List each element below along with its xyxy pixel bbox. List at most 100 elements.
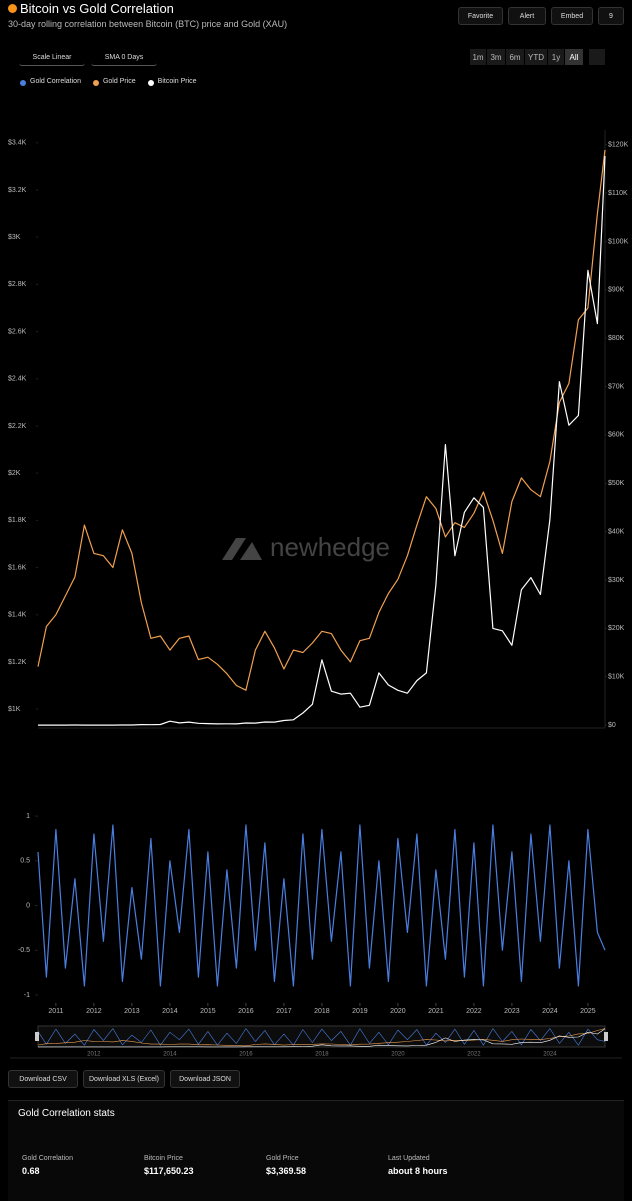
navigator-tick-label: 2018 — [315, 1052, 329, 1058]
y2-tick-label: $0 — [608, 722, 616, 729]
page-title: Bitcoin vs Gold Correlation — [20, 1, 174, 16]
stat-value: $3,369.58 — [266, 1166, 307, 1176]
navigator-handle — [35, 1032, 39, 1041]
legend-swatch — [147, 80, 154, 86]
y-tick-label: $2.4K — [8, 376, 27, 383]
x-tick-label: 2024 — [542, 1008, 558, 1015]
y3-tick-label: -0.5 — [18, 947, 30, 954]
page-subtitle: 30-day rolling correlation between Bitco… — [8, 19, 288, 29]
stat-label: Gold Price — [266, 1155, 299, 1162]
y2-tick-label: $110K — [608, 190, 628, 197]
stat-value: $117,650.23 — [144, 1166, 194, 1176]
stats-card — [8, 1100, 624, 1201]
navigator-handle — [604, 1032, 608, 1041]
y2-tick-label: $50K — [608, 480, 625, 487]
y2-tick-label: $20K — [608, 625, 625, 632]
legend-label: Gold Price — [102, 78, 136, 85]
bitcoin-icon — [8, 4, 17, 13]
x-tick-label: 2015 — [200, 1008, 216, 1015]
navigator-tick-label: 2016 — [239, 1052, 253, 1058]
x-tick-label: 2016 — [238, 1008, 254, 1015]
x-tick-label: 2020 — [390, 1008, 406, 1015]
y-tick-label: $3.2K — [8, 187, 27, 194]
range-button[interactable]: 6m — [506, 49, 524, 65]
y-tick-label: $1K — [8, 706, 21, 713]
y2-tick-label: $120K — [608, 142, 629, 149]
navigator-tick-label: 2014 — [163, 1052, 177, 1058]
range-button[interactable]: YTD — [525, 49, 547, 65]
navigator-tick-label: 2020 — [391, 1052, 405, 1058]
stat-value: about 8 hours — [388, 1166, 448, 1176]
x-tick-label: 2011 — [48, 1008, 63, 1015]
range-button[interactable]: 1y — [548, 49, 564, 65]
y-tick-label: $1.2K — [8, 659, 27, 666]
scale-select[interactable]: Scale Linear — [19, 50, 85, 66]
x-tick-label: 2014 — [162, 1008, 178, 1015]
y-tick-label: $3K — [8, 234, 21, 241]
y-tick-label: $2.8K — [8, 281, 27, 288]
stat-label: Last Updated — [388, 1155, 430, 1162]
x-tick-label: 2018 — [314, 1008, 330, 1015]
y3-tick-label: 1 — [26, 813, 30, 820]
navigator-line — [37, 1028, 606, 1046]
download-csv[interactable]: Download CSV — [8, 1070, 78, 1088]
y2-tick-label: $60K — [608, 432, 625, 439]
embed-button[interactable]: Embed — [551, 7, 593, 25]
y2-tick-label: $80K — [608, 335, 625, 342]
y3-tick-label: -1 — [24, 992, 30, 999]
navigator-line — [38, 1028, 606, 1048]
y2-tick-label: $70K — [608, 383, 625, 390]
x-tick-label: 2013 — [124, 1008, 140, 1015]
y2-tick-label: $10K — [608, 674, 625, 681]
x-tick-label: 2021 — [428, 1008, 444, 1015]
range-button[interactable]: 1m — [470, 49, 486, 65]
y2-tick-label: $30K — [608, 577, 625, 584]
navigator-tick-label: 2024 — [543, 1052, 557, 1058]
y2-tick-label: $100K — [608, 238, 629, 245]
x-tick-label: 2017 — [276, 1008, 292, 1015]
chart: newhedge $1K $1.2K $1.4K $1.6K $1.8K $2K $2.2K… — [8, 130, 629, 1059]
favorite-button[interactable]: Favorite — [458, 7, 503, 25]
x-tick-label: 2025 — [580, 1008, 596, 1015]
download-xls[interactable]: Download XLS (Excel) — [83, 1070, 165, 1088]
legend-swatch — [92, 80, 99, 86]
views-count: 9 — [598, 7, 624, 25]
y2-tick-label: $90K — [608, 287, 625, 294]
y2-tick-label: $40K — [608, 528, 625, 535]
y3-tick-label: 0 — [26, 902, 30, 909]
x-tick-label: 2012 — [86, 1008, 102, 1015]
y-tick-label: $2K — [8, 470, 21, 477]
sma-select[interactable]: SMA 0 Days — [91, 50, 157, 66]
navigator-tick-label: 2012 — [87, 1052, 101, 1058]
alert-button[interactable]: Alert — [508, 7, 546, 25]
x-tick-label: 2023 — [504, 1008, 520, 1015]
navigator-line — [37, 1028, 606, 1047]
series-line — [37, 149, 606, 691]
range-button[interactable]: All — [565, 49, 583, 65]
legend-swatch — [20, 80, 26, 86]
stat-label: Gold Correlation — [22, 1155, 73, 1162]
download-json[interactable]: Download JSON — [170, 1070, 240, 1088]
y-tick-label: $2.2K — [8, 423, 27, 430]
y-tick-label: $3.4K — [8, 140, 27, 147]
legend-label: Bitcoin Price — [157, 78, 197, 85]
watermark-logo — [222, 538, 262, 560]
series-line — [38, 155, 606, 726]
series-line — [37, 824, 606, 987]
x-tick-label: 2022 — [466, 1008, 482, 1015]
x-tick-label: 2019 — [352, 1008, 368, 1015]
legend-label: Gold Correlation — [30, 78, 81, 85]
navigator-tick-label: 2022 — [467, 1052, 481, 1058]
watermark: newhedge — [270, 532, 390, 562]
y-tick-label: $1.8K — [8, 517, 27, 524]
y-tick-label: $1.6K — [8, 564, 27, 571]
stats-title: Gold Correlation stats — [18, 1108, 115, 1119]
stat-value: 0.68 — [22, 1166, 40, 1176]
range-button[interactable]: 3m — [487, 49, 505, 65]
y-tick-label: $1.4K — [8, 612, 27, 619]
y3-tick-label: 0.5 — [20, 858, 30, 865]
stat-label: Bitcoin Price — [144, 1155, 183, 1162]
y-tick-label: $2.6K — [8, 328, 27, 335]
camera-button[interactable] — [589, 49, 605, 65]
